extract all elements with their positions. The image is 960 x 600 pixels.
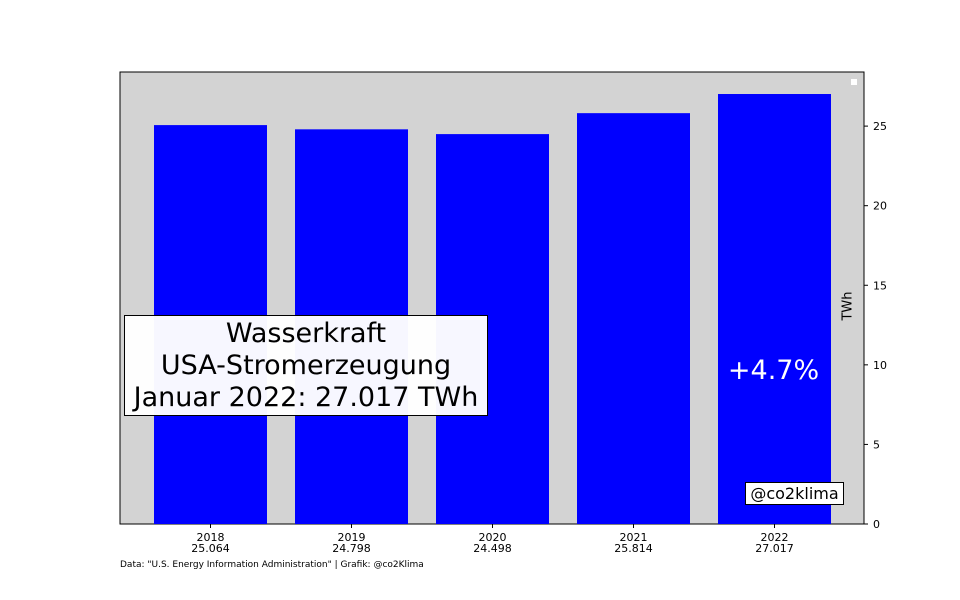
bar-value-label: 25.814 <box>614 542 653 555</box>
bar-value-label: 24.498 <box>473 542 512 555</box>
source-note: Data: "U.S. Energy Information Administr… <box>120 560 424 570</box>
x-tick-label: 2019 <box>338 531 366 544</box>
y-tick-label: 0 <box>873 518 880 531</box>
y-tick-label: 20 <box>873 200 887 213</box>
y-tick-label: 25 <box>873 120 887 133</box>
bar-value-label: 25.064 <box>191 542 230 555</box>
bar-2022 <box>718 94 831 525</box>
title-line-1: Wasserkraft <box>225 317 387 349</box>
y-tick-label: 10 <box>873 359 887 372</box>
change-annotation: +4.7% <box>727 355 820 386</box>
title-line-3: Januar 2022: 27.017 TWh <box>133 381 479 413</box>
handle-badge: @co2klima <box>745 482 844 505</box>
x-tick-label: 2018 <box>197 531 225 544</box>
x-tick-label: 2022 <box>761 531 789 544</box>
y-tick-label: 5 <box>873 438 880 451</box>
x-tick-label: 2020 <box>479 531 507 544</box>
bar-value-label: 27.017 <box>755 542 794 555</box>
title-line-2: USA-Stromerzeugung <box>160 349 452 381</box>
bar-2021 <box>577 113 690 524</box>
y-axis-label: TWh <box>840 291 856 321</box>
chart-title-box: Wasserkraft USA-Stromerzeugung Januar 20… <box>124 315 488 416</box>
bar-value-label: 24.798 <box>332 542 371 555</box>
x-tick-label: 2021 <box>620 531 648 544</box>
legend-marker <box>851 79 857 85</box>
y-tick-label: 15 <box>873 279 887 292</box>
